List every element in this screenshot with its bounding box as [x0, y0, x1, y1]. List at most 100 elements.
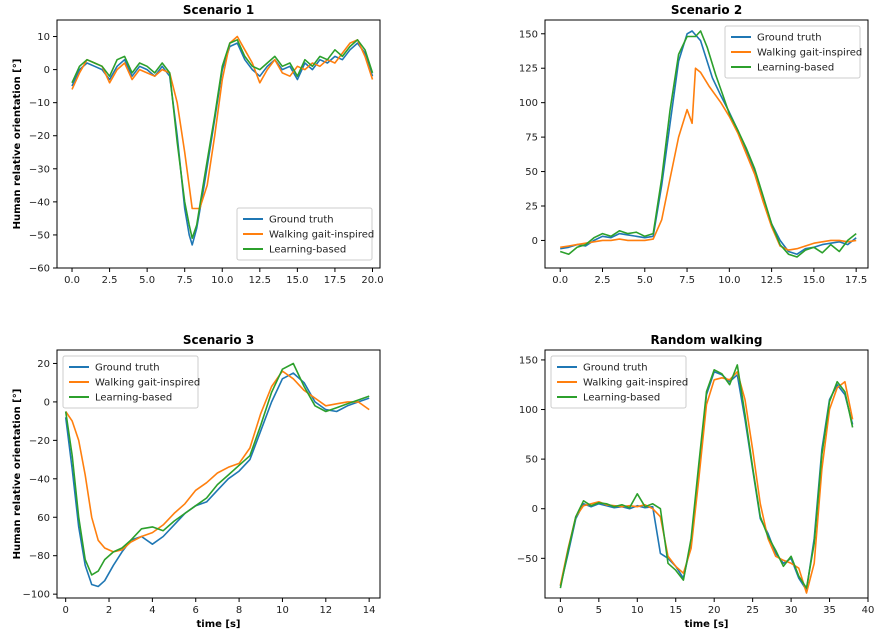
chart-title: Random walking	[651, 333, 763, 347]
x-tick-label: 20	[708, 605, 721, 616]
series-line-3	[64, 362, 370, 576]
x-tick-label: 17.5	[845, 275, 867, 286]
legend-box	[724, 25, 861, 79]
y-tick-label: −10	[29, 98, 50, 109]
x-tick-label: 2	[106, 605, 112, 616]
x-tick-label: 12.5	[760, 275, 782, 286]
x-tick-label: 5.0	[139, 275, 155, 286]
x-tick-label: 15.0	[803, 275, 825, 286]
panel-1: 0.0 2.5 5.0 7.5 10.0 12.5 15.0 17.5 20.0 −60 −50 −4…	[12, 3, 384, 286]
axes-frame	[56, 349, 381, 599]
y-tick-label: 50	[525, 167, 538, 178]
legend-label-2: Walking gait-inspired	[95, 378, 200, 389]
x-tick-label: 0.0	[64, 275, 80, 286]
y-tick-label: −20	[29, 436, 50, 447]
y-tick-label: −100	[23, 590, 50, 601]
legend: Ground truth Walking gait-inspired Learnin…	[724, 25, 862, 79]
x-tick-label: 7.5	[177, 275, 193, 286]
y-tick-label: 0	[44, 65, 50, 76]
panel-2: 0.0 2.5 5.0 7.5 10.0 12.5 15.0 17.5 0 25 50 75 100 12…	[519, 3, 869, 286]
y-tick-label: −50	[517, 554, 538, 565]
legend-box	[62, 355, 199, 409]
x-tick-label: 15	[669, 605, 682, 616]
chart-title: Scenario 2	[671, 3, 742, 17]
legend-label-1: Ground truth	[583, 363, 648, 374]
chart-title: Scenario 1	[183, 3, 254, 17]
series-line-1	[64, 372, 370, 588]
x-tick-label: 7.5	[679, 275, 695, 286]
series-line-3	[559, 30, 857, 258]
x-tick-label: 0	[62, 605, 68, 616]
legend-label-3: Learning-based	[269, 245, 346, 256]
y-tick-label: 150	[519, 29, 538, 40]
x-tick-label: 2.5	[102, 275, 118, 286]
y-tick-label: 100	[519, 405, 538, 416]
legend: Ground truth Walking gait-inspired Learnin…	[62, 355, 200, 409]
series-lines	[559, 30, 857, 258]
chart-title: Scenario 3	[183, 333, 254, 347]
legend: Ground truth Walking gait-inspired Learnin…	[550, 355, 688, 409]
x-tick-label: 40	[862, 605, 875, 616]
series-line-2	[65, 370, 370, 553]
x-axis-label: time [s]	[685, 619, 729, 630]
y-tick-label: 50	[525, 455, 538, 466]
x-tick-label: 0	[557, 605, 563, 616]
y-tick-label: 20	[37, 359, 50, 370]
x-axis-label: time [s]	[197, 619, 241, 630]
y-axis-label: Human relative orientation [°]	[12, 389, 23, 560]
legend-label-1: Ground truth	[269, 215, 334, 226]
panel-3: 0 2 4 6 8 10 12 14 −100 −80 60 −40 −20 0 20 Scenario 3 t…	[12, 333, 381, 630]
y-tick-label: −50	[29, 230, 50, 241]
x-tick-label: 15.0	[286, 275, 308, 286]
axes-frame	[56, 19, 381, 269]
x-tick-label: 0.0	[552, 275, 568, 286]
x-tick-label: 20.0	[361, 275, 383, 286]
y-tick-label: 25	[525, 202, 538, 213]
legend-label-1: Ground truth	[95, 363, 160, 374]
x-tick-label: 35	[823, 605, 836, 616]
y-tick-label: 10	[37, 32, 50, 43]
y-tick-label: 0	[44, 397, 50, 408]
x-tick-label: 5.0	[637, 275, 653, 286]
legend: Ground truth Walking gait-inspired Learnin…	[236, 207, 374, 261]
legend-label-3: Learning-based	[95, 393, 172, 404]
y-tick-label: 125	[519, 64, 538, 75]
y-tick-label: 0	[532, 504, 538, 515]
y-tick-label: −30	[29, 164, 50, 175]
series-line-2	[560, 67, 857, 251]
legend-label-2: Walking gait-inspired	[757, 48, 862, 59]
legend-box	[550, 355, 687, 409]
x-tick-label: 10.0	[211, 275, 233, 286]
legend-label-3: Learning-based	[583, 393, 660, 404]
x-tick-label: 12	[319, 605, 332, 616]
x-tick-label: 12.5	[249, 275, 271, 286]
legend-box	[236, 207, 373, 261]
x-tick-label: 25	[746, 605, 759, 616]
y-tick-label: −20	[29, 131, 50, 142]
x-tick-label: 10.0	[718, 275, 740, 286]
legend-label-3: Learning-based	[757, 63, 834, 74]
y-tick-label: 75	[525, 133, 538, 144]
series-line-1	[560, 30, 857, 255]
y-tick-label: 0	[532, 236, 538, 247]
series-line-2	[71, 35, 374, 210]
series-lines	[559, 364, 854, 594]
series-line-3	[71, 39, 374, 239]
axes-frame	[544, 19, 869, 269]
y-tick-label: 150	[519, 355, 538, 366]
series-line-3	[559, 364, 854, 589]
legend-label-2: Walking gait-inspired	[583, 378, 688, 389]
x-tick-label: 2.5	[595, 275, 611, 286]
x-tick-label: 5	[596, 605, 602, 616]
y-axis-label: Human relative orientation [°]	[12, 59, 23, 230]
x-tick-label: 17.5	[324, 275, 346, 286]
panel-4: 0 5 10 15 20 25 30 35 40 −50 0 50 100 150 Random walki…	[517, 333, 874, 630]
axes-frame	[544, 349, 869, 599]
y-tick-label: −80	[29, 551, 50, 562]
x-tick-label: 8	[236, 605, 242, 616]
x-tick-label: 4	[149, 605, 155, 616]
series-lines	[71, 35, 374, 246]
y-tick-label: −40	[29, 474, 50, 485]
legend-label-2: Walking gait-inspired	[269, 230, 374, 241]
x-tick-label: 6	[193, 605, 199, 616]
